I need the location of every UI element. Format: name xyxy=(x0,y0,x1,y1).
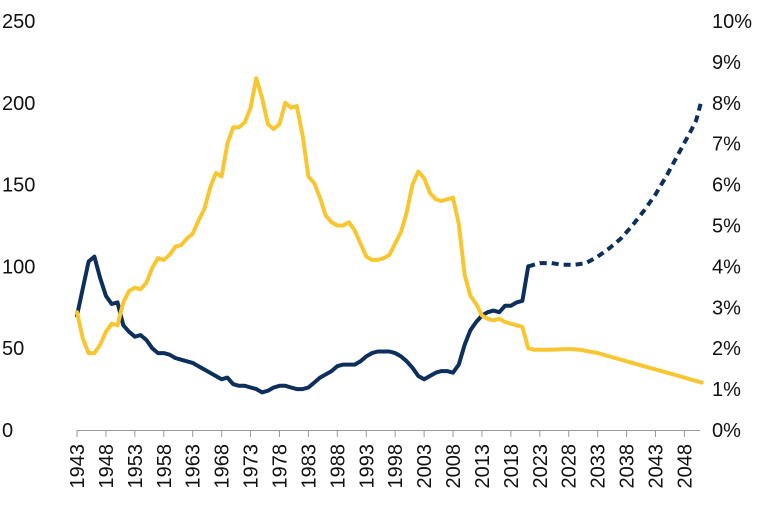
x-tick-label: 2013 xyxy=(472,444,494,489)
x-tick-label: 1998 xyxy=(385,444,407,489)
y-right-axis: 10% 9% 8% 7% 6% 5% 4% 3% 2% 1% 0% xyxy=(712,11,752,442)
y-left-tick-label: 150 xyxy=(2,175,35,197)
x-tick-label: 1968 xyxy=(212,444,234,489)
series-line-0 xyxy=(75,254,531,395)
x-tick-label: 1953 xyxy=(125,444,147,489)
series-line-1 xyxy=(527,98,704,269)
x-axis: 1943 1948 1953 1958 1963 1968 1973 1978 1983 1988… xyxy=(67,430,700,489)
x-tick-label: 2038 xyxy=(617,444,639,489)
x-tick-label: 2028 xyxy=(559,444,581,489)
x-tick-label: 2048 xyxy=(674,444,696,489)
x-tick-label: 1973 xyxy=(241,444,263,489)
x-tick-label: 1993 xyxy=(356,444,378,489)
x-tick-label: 1943 xyxy=(67,444,89,489)
y-right-tick-label: 8% xyxy=(712,93,741,115)
y-right-tick-label: 9% xyxy=(712,52,741,74)
series-layer xyxy=(75,76,704,395)
x-tick-label: 2023 xyxy=(530,444,552,489)
y-right-tick-label: 4% xyxy=(712,256,741,278)
y-left-tick-label: 50 xyxy=(2,338,24,360)
x-tick-label: 2003 xyxy=(414,444,436,489)
y-right-tick-label: 5% xyxy=(712,216,741,238)
x-tick-label: 1958 xyxy=(154,444,176,489)
y-right-tick-label: 1% xyxy=(712,379,741,401)
y-left-tick-label: 0 xyxy=(2,420,13,442)
x-tick-label: 1983 xyxy=(298,444,320,489)
y-left-axis: 250 200 150 100 50 0 xyxy=(2,11,35,442)
y-right-tick-label: 3% xyxy=(712,297,741,319)
y-left-tick-label: 200 xyxy=(2,93,35,115)
x-tick-label: 2008 xyxy=(443,444,465,489)
y-right-tick-label: 7% xyxy=(712,134,741,156)
y-left-tick-label: 100 xyxy=(2,256,35,278)
x-tick-label: 2018 xyxy=(501,444,523,489)
x-tick-label: 1948 xyxy=(96,444,118,489)
x-tick-label: 1963 xyxy=(183,444,205,489)
x-tick-label: 2033 xyxy=(588,444,610,489)
x-tick-label: 1978 xyxy=(269,444,291,489)
y-right-tick-label: 2% xyxy=(712,338,741,360)
y-right-tick-label: 10% xyxy=(712,11,752,33)
x-tick-label: 2043 xyxy=(646,444,668,489)
series-line-2 xyxy=(75,76,704,385)
y-left-tick-label: 250 xyxy=(2,11,35,33)
x-tick-label: 1988 xyxy=(327,444,349,489)
y-right-tick-label: 0% xyxy=(712,420,741,442)
y-right-tick-label: 6% xyxy=(712,175,741,197)
